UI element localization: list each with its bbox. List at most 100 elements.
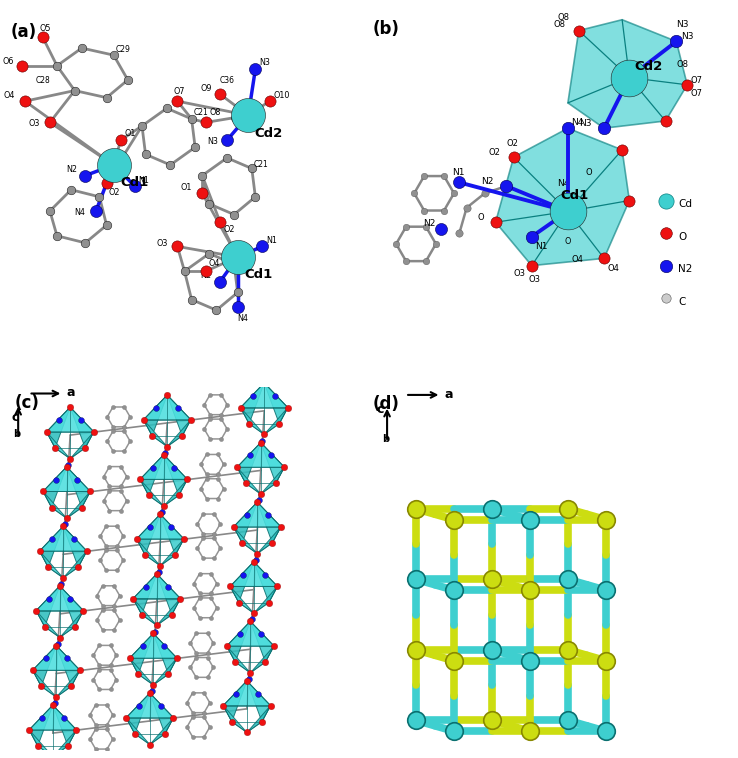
Polygon shape	[30, 705, 77, 730]
Point	[190, 672, 202, 684]
Point	[228, 208, 240, 221]
Point	[103, 481, 115, 493]
Point	[94, 530, 106, 542]
Point	[107, 401, 119, 413]
Point	[435, 224, 447, 236]
Point	[197, 508, 209, 520]
Point	[47, 750, 59, 758]
Point	[111, 650, 123, 662]
Point	[181, 697, 193, 709]
Point	[486, 714, 498, 726]
Point	[101, 699, 113, 711]
Point	[624, 195, 635, 207]
Point	[240, 478, 252, 490]
Point	[241, 675, 253, 687]
Point	[91, 614, 103, 626]
Polygon shape	[32, 646, 80, 670]
Point	[190, 651, 202, 663]
Point	[77, 605, 89, 617]
Text: N4: N4	[571, 117, 584, 127]
Point	[490, 216, 502, 228]
Point	[84, 485, 96, 497]
Polygon shape	[130, 634, 154, 675]
Point	[90, 723, 102, 735]
Text: (b): (b)	[373, 20, 399, 38]
Point	[214, 88, 226, 100]
Point	[201, 493, 213, 505]
Point	[139, 149, 151, 161]
Point	[139, 549, 151, 561]
Point	[136, 120, 148, 132]
Point	[236, 537, 248, 549]
Point	[252, 496, 263, 508]
Point	[37, 31, 49, 43]
Point	[108, 49, 120, 61]
Point	[258, 568, 270, 581]
Point	[269, 390, 281, 402]
Polygon shape	[53, 705, 77, 746]
Polygon shape	[46, 432, 70, 459]
Text: c: c	[11, 412, 18, 424]
Point	[151, 402, 162, 414]
Point	[100, 564, 112, 576]
Polygon shape	[126, 718, 150, 744]
Point	[111, 544, 123, 556]
Point	[36, 712, 48, 724]
Point	[58, 712, 69, 724]
Polygon shape	[40, 551, 63, 578]
Polygon shape	[60, 586, 83, 627]
Text: Cd1: Cd1	[120, 176, 148, 190]
Point	[80, 236, 92, 249]
Point	[27, 664, 38, 676]
Text: O2: O2	[489, 149, 500, 158]
Point	[211, 602, 223, 614]
Point	[90, 719, 102, 731]
Point	[186, 113, 198, 125]
Polygon shape	[137, 539, 160, 565]
Point	[278, 461, 290, 473]
Point	[53, 414, 65, 426]
Point	[200, 265, 212, 277]
Point	[210, 304, 222, 316]
Point	[524, 514, 536, 526]
Point	[66, 681, 77, 693]
Text: (d): (d)	[373, 395, 399, 413]
Point	[153, 566, 165, 578]
Text: b: b	[382, 434, 389, 444]
Text: O7: O7	[173, 87, 184, 96]
Point	[199, 687, 210, 699]
Point	[562, 503, 574, 515]
Polygon shape	[70, 432, 94, 459]
Text: C29: C29	[115, 45, 131, 54]
Point	[193, 587, 205, 600]
Point	[248, 556, 260, 568]
Point	[101, 719, 113, 731]
Point	[209, 508, 221, 520]
Polygon shape	[140, 479, 164, 506]
Point	[58, 520, 69, 532]
Polygon shape	[234, 527, 258, 553]
Point	[438, 205, 450, 217]
Point	[235, 402, 246, 414]
Text: N1: N1	[452, 168, 465, 177]
Point	[114, 614, 125, 626]
Polygon shape	[66, 491, 90, 518]
Point	[217, 700, 229, 712]
Point	[119, 445, 131, 457]
Point	[50, 691, 62, 703]
Point	[146, 430, 158, 442]
Point	[598, 252, 610, 265]
Polygon shape	[156, 599, 180, 625]
Point	[260, 656, 272, 669]
Polygon shape	[150, 693, 173, 734]
Point	[204, 413, 216, 425]
Point	[159, 728, 170, 740]
Point	[231, 461, 243, 473]
Point	[51, 60, 63, 72]
Polygon shape	[36, 586, 83, 611]
Point	[97, 580, 108, 592]
Point	[204, 697, 215, 709]
Point	[212, 468, 224, 481]
Point	[117, 530, 129, 542]
Point	[185, 414, 197, 426]
